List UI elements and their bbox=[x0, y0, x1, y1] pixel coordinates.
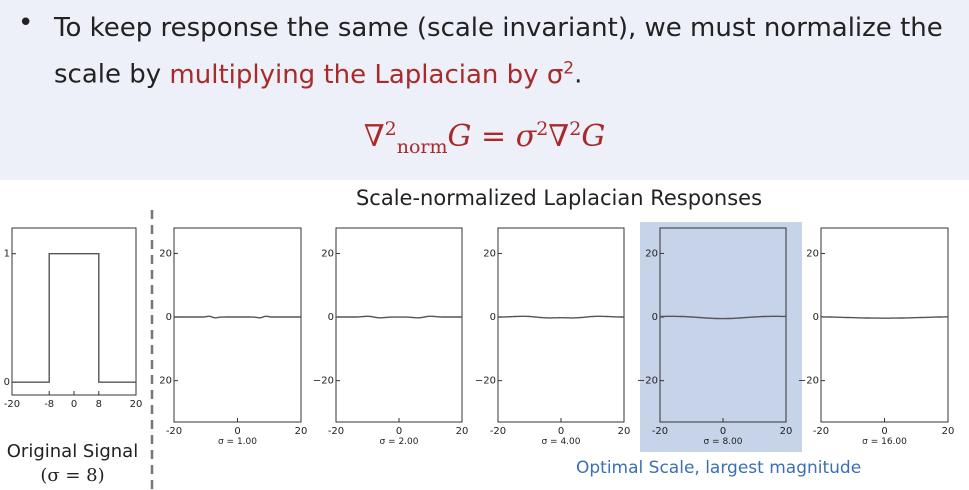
eq-nabla: ∇ bbox=[363, 119, 385, 154]
x-tick-label: 20 bbox=[130, 399, 143, 410]
eq-sub: norm bbox=[396, 136, 448, 158]
plot-frame-sigma-2 bbox=[335, 227, 463, 423]
header-band: • To keep response the same (scale invar… bbox=[0, 0, 969, 180]
eq-sup2: 2 bbox=[536, 118, 549, 140]
x-tick-label: 0 bbox=[234, 426, 240, 437]
y-tick-label: −20 bbox=[475, 376, 496, 387]
x-tick-label: 20 bbox=[295, 426, 308, 437]
y-tick-label: −20 bbox=[313, 376, 334, 387]
panel-title: Scale-normalized Laplacian Responses bbox=[355, 186, 763, 210]
highlight-phrase: multiplying the Laplacian by σ bbox=[169, 59, 564, 90]
y-tick-label: 20 bbox=[806, 248, 819, 259]
bullet-text-end: . bbox=[574, 59, 583, 90]
normalization-equation: ∇2normG = σ2∇2G bbox=[0, 118, 969, 158]
x-tick-label: -20 bbox=[328, 426, 344, 437]
x-tick-label: 0 bbox=[396, 426, 402, 437]
bullet-marker: • bbox=[18, 8, 34, 38]
x-tick-label: -8 bbox=[44, 399, 54, 410]
y-tick-label: 20 bbox=[645, 248, 658, 259]
y-tick-label: −20 bbox=[637, 376, 658, 387]
plot-frame-original-signal bbox=[11, 227, 137, 396]
eq-sup: 2 bbox=[384, 118, 397, 140]
caption-original-line2: (σ = 8) bbox=[40, 465, 105, 486]
plot-frame-sigma-4 bbox=[497, 227, 625, 423]
x-tick-label: 20 bbox=[456, 426, 469, 437]
curve-sigma-1 bbox=[174, 315, 301, 319]
plot-frame-sigma-8 bbox=[659, 227, 787, 423]
x-tick-label: 20 bbox=[618, 426, 631, 437]
y-tick-label: 0 bbox=[4, 377, 10, 388]
x-tick-label: 0 bbox=[558, 426, 564, 437]
caption-optimal-scale: Optimal Scale, largest magnitude bbox=[576, 458, 862, 478]
highlight-superscript: 2 bbox=[563, 58, 575, 78]
bullet-text-highlight: multiplying the Laplacian by σ2 bbox=[169, 58, 575, 90]
y-tick-label: −20 bbox=[798, 376, 819, 387]
caption-original-signal: Original Signal (σ = 8) bbox=[0, 440, 145, 488]
y-tick-label: 0 bbox=[813, 312, 819, 323]
bullet-text-plain: To keep response the same (scale invaria… bbox=[54, 13, 943, 90]
x-axis-label: σ = 16.00 bbox=[862, 437, 907, 447]
x-tick-label: -20 bbox=[4, 399, 20, 410]
x-axis-label: σ = 1.00 bbox=[218, 437, 257, 447]
x-tick-label: -20 bbox=[813, 426, 829, 437]
x-tick-label: 0 bbox=[720, 426, 726, 437]
x-tick-label: 0 bbox=[71, 399, 77, 410]
eq-mid: G = σ bbox=[447, 119, 537, 154]
y-tick-label: 0 bbox=[652, 312, 658, 323]
bullet-text: To keep response the same (scale invaria… bbox=[54, 8, 954, 95]
eq-g: G bbox=[581, 119, 606, 154]
x-tick-label: -20 bbox=[652, 426, 668, 437]
plot-frame-sigma-1 bbox=[173, 227, 302, 423]
eq-nabla2: ∇ bbox=[548, 119, 570, 154]
plot-frame-sigma-16 bbox=[820, 227, 949, 423]
eq-sup3: 2 bbox=[569, 118, 582, 140]
x-tick-label: 20 bbox=[780, 426, 793, 437]
curve-original-signal bbox=[12, 253, 136, 383]
x-tick-label: -20 bbox=[490, 426, 506, 437]
x-axis-label: σ = 8.00 bbox=[703, 437, 742, 447]
x-axis-label: σ = 2.00 bbox=[379, 437, 418, 447]
y-tick-label: 0 bbox=[328, 312, 334, 323]
caption-original-line1: Original Signal bbox=[6, 441, 139, 462]
y-tick-label: 20 bbox=[159, 376, 172, 387]
y-tick-label: 1 bbox=[4, 249, 10, 260]
curve-sigma-4 bbox=[498, 315, 624, 319]
curve-sigma-2 bbox=[336, 315, 462, 319]
x-tick-label: 20 bbox=[942, 426, 955, 437]
x-tick-label: 0 bbox=[881, 426, 887, 437]
y-tick-label: 0 bbox=[166, 312, 172, 323]
y-tick-label: 20 bbox=[159, 248, 172, 259]
curve-sigma-16 bbox=[821, 316, 948, 319]
x-tick-label: 8 bbox=[96, 399, 102, 410]
y-tick-label: 20 bbox=[483, 248, 496, 259]
curve-sigma-8 bbox=[660, 315, 786, 320]
x-axis-label: σ = 4.00 bbox=[541, 437, 580, 447]
y-tick-label: 20 bbox=[321, 248, 334, 259]
y-tick-label: 0 bbox=[490, 312, 496, 323]
x-tick-label: -20 bbox=[166, 426, 182, 437]
